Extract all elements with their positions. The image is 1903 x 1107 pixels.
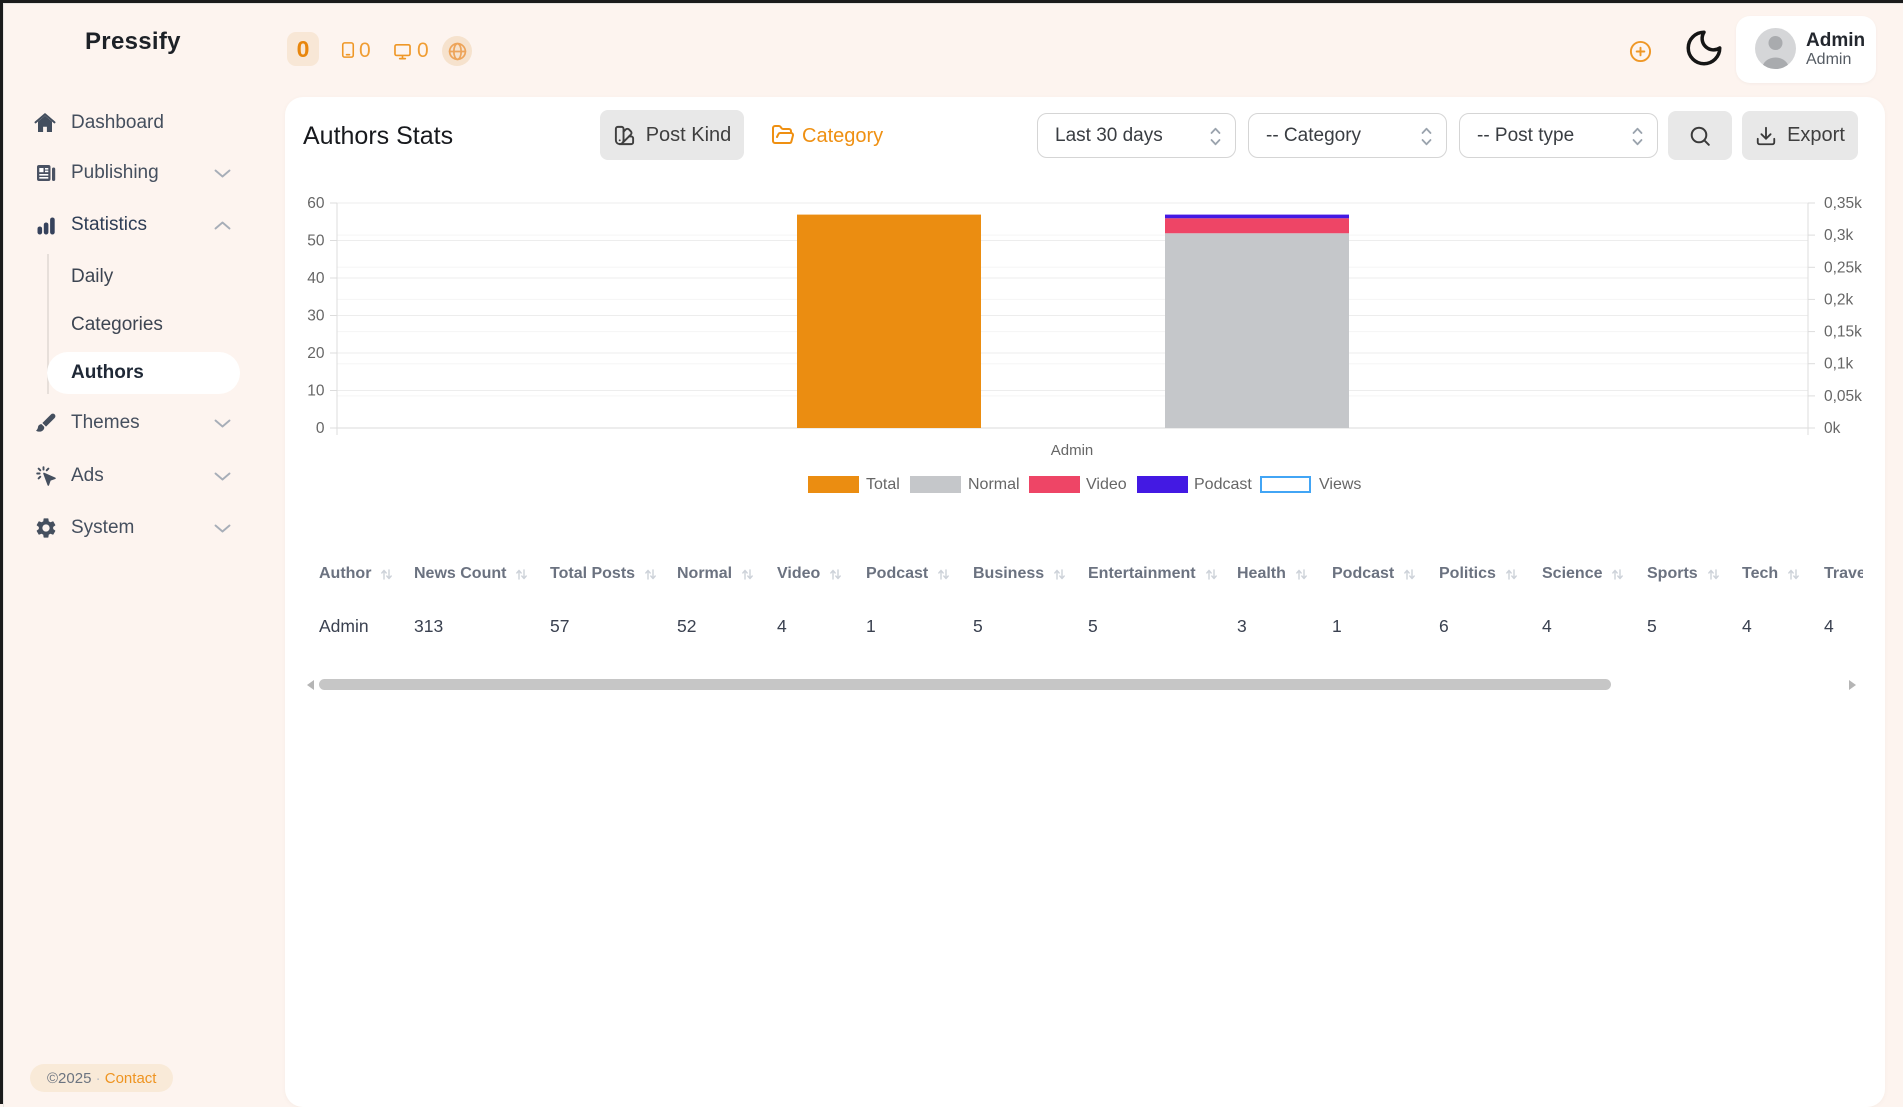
svg-text:0,05k: 0,05k <box>1824 388 1862 405</box>
svg-text:0: 0 <box>316 420 325 437</box>
svg-text:Admin: Admin <box>1051 442 1094 459</box>
svg-text:0,35k: 0,35k <box>1824 195 1862 212</box>
svg-text:0k: 0k <box>1824 420 1841 437</box>
svg-text:40: 40 <box>307 270 325 287</box>
svg-text:0,15k: 0,15k <box>1824 324 1862 341</box>
svg-text:50: 50 <box>307 233 325 250</box>
svg-text:10: 10 <box>307 383 325 400</box>
svg-text:30: 30 <box>307 308 325 325</box>
svg-text:0,2k: 0,2k <box>1824 291 1854 308</box>
svg-text:60: 60 <box>307 195 325 212</box>
svg-text:0,25k: 0,25k <box>1824 259 1862 276</box>
svg-text:0,1k: 0,1k <box>1824 356 1854 373</box>
svg-text:20: 20 <box>307 345 325 362</box>
svg-text:0,3k: 0,3k <box>1824 227 1854 244</box>
